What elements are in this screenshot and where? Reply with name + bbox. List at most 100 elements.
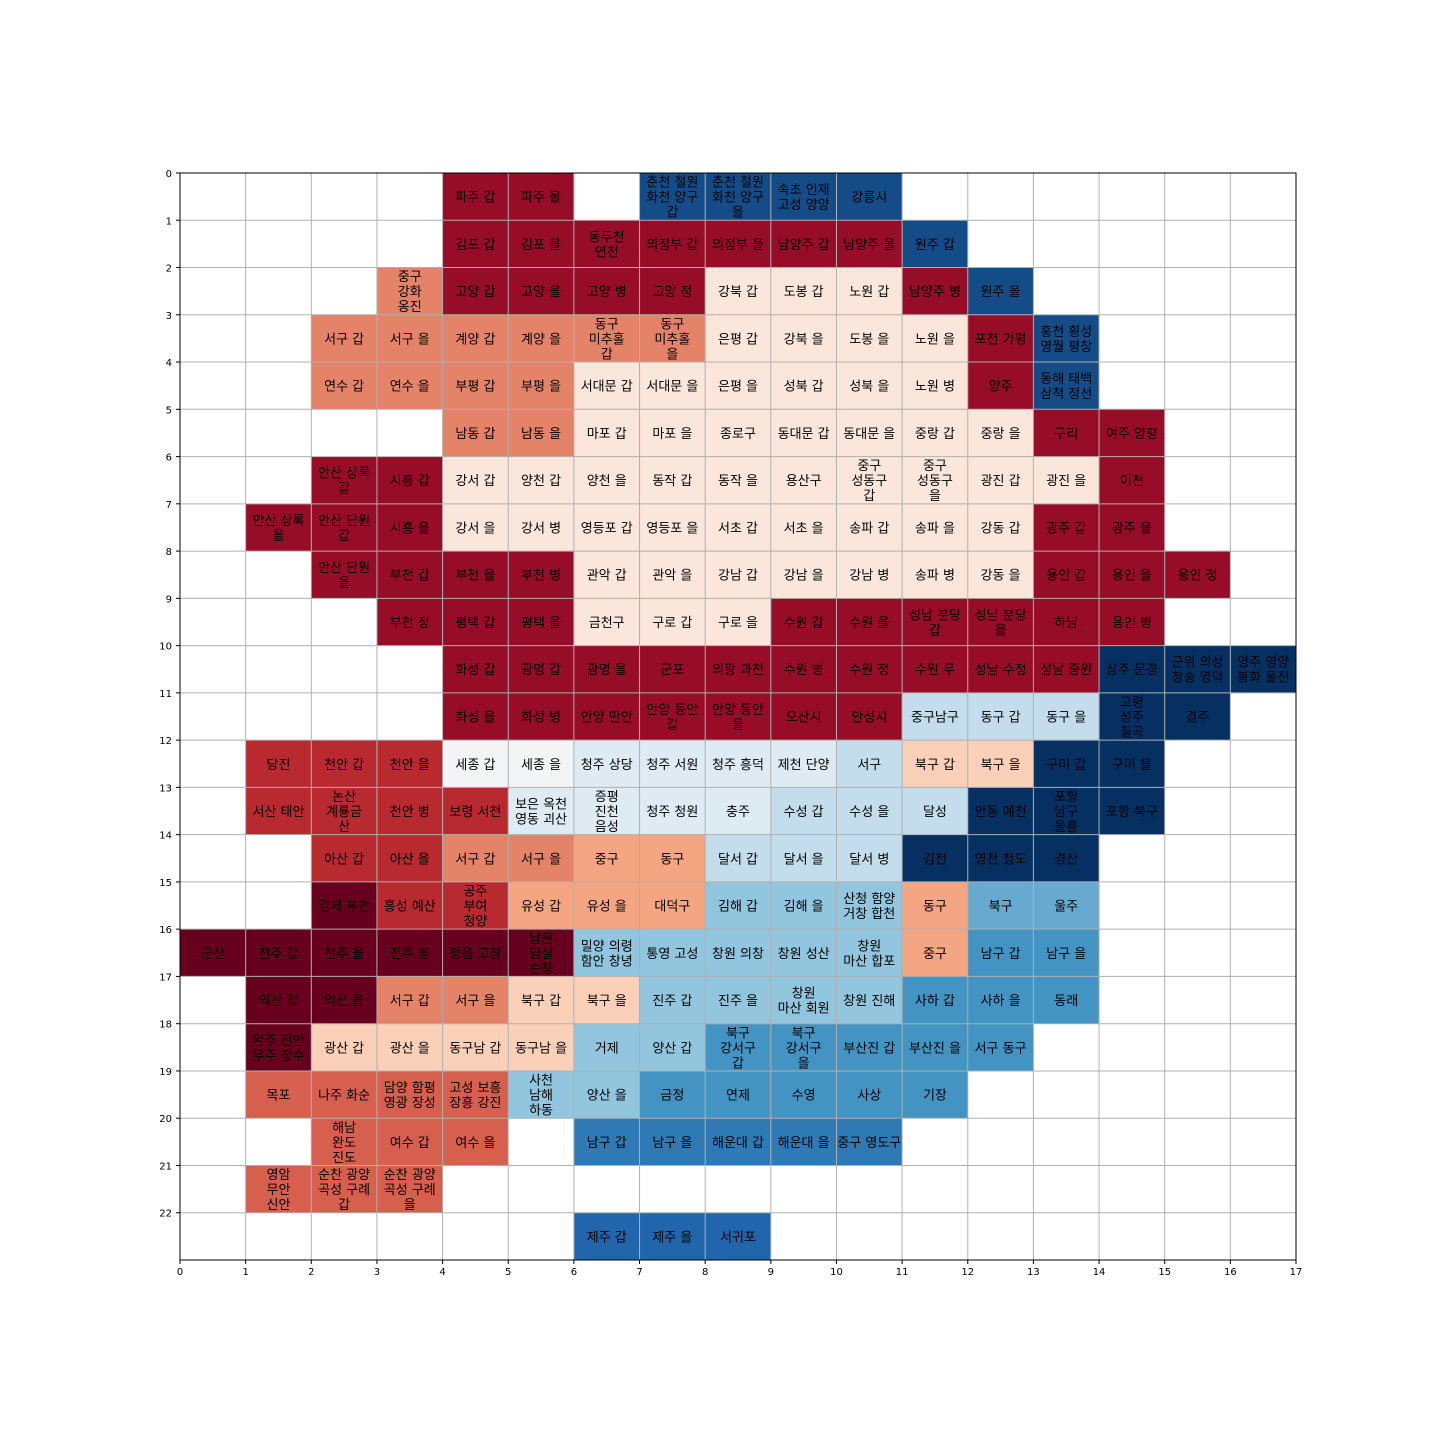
x-tick-label-13: 13 — [1027, 1267, 1040, 1278]
cell-label-17: 고양 병 — [587, 285, 627, 300]
cell-label-31: 강북 을 — [784, 332, 824, 347]
cell-label-127: 안양 만안 — [581, 711, 633, 726]
cell-label-64: 동작 갑 — [652, 474, 692, 489]
cell-label-60: 시흥 갑 — [390, 474, 430, 489]
cell-label-130: 오산시 — [786, 711, 822, 726]
cell-label-235: 연제 — [726, 1089, 750, 1104]
cell-label-39: 부평 을 — [521, 380, 561, 395]
cell-label-30: 은평 갑 — [718, 332, 758, 347]
cell-label-20: 도봉 갑 — [784, 285, 824, 300]
cell-label-250: 제주 갑 — [587, 1230, 627, 1245]
x-tick-label-5: 5 — [505, 1267, 511, 1278]
cell-label-188: 울주 — [1054, 900, 1078, 915]
cell-label-195: 밀양 의령 함안 창녕 — [581, 939, 633, 969]
cell-label-167: 서구 갑 — [455, 852, 495, 867]
cell-label-69: 광진 갑 — [981, 474, 1021, 489]
cell-label-47: 동해 태백 삼척 정선 — [1040, 372, 1092, 402]
y-tick-label-2: 2 — [166, 264, 172, 275]
cell-label-51: 마포 을 — [652, 427, 692, 442]
cell-label-139: 천안 을 — [390, 758, 430, 773]
cell-label-133: 동구 갑 — [981, 711, 1021, 726]
y-tick-label-8: 8 — [166, 547, 172, 558]
cell-label-70: 광진 을 — [1046, 474, 1086, 489]
cell-label-27: 계양 을 — [521, 332, 561, 347]
cell-label-153: 천안 병 — [390, 805, 430, 820]
cell-label-189: 군산 — [201, 947, 225, 962]
cell-label-209: 진주 갑 — [652, 994, 692, 1009]
cell-label-50: 마포 갑 — [587, 427, 627, 442]
y-tick-label-16: 16 — [159, 925, 172, 936]
cell-label-102: 평택 을 — [521, 616, 561, 631]
cell-label-140: 세종 갑 — [455, 758, 495, 773]
cell-label-145: 제천 단양 — [778, 758, 830, 773]
cell-label-178: 홍성 예산 — [384, 900, 436, 915]
cell-label-117: 수원 병 — [784, 663, 824, 678]
y-tick-label-12: 12 — [159, 736, 172, 747]
cell-label-210: 진주 을 — [718, 994, 758, 1009]
y-tick-label-13: 13 — [159, 783, 172, 794]
cell-label-97: 용인 갑 — [1046, 569, 1086, 584]
cell-label-226: 부산진 을 — [909, 1041, 961, 1056]
cell-label-238: 기장 — [923, 1089, 947, 1104]
cell-label-137: 당진 — [267, 758, 291, 773]
cell-label-6: 김포 갑 — [455, 238, 495, 253]
cell-label-207: 북구 갑 — [521, 994, 561, 1009]
cell-label-24: 서구 갑 — [324, 332, 364, 347]
cell-label-203: 익산 갑 — [258, 994, 298, 1009]
x-tick-label-16: 16 — [1224, 1267, 1237, 1278]
cell-label-53: 동대문 갑 — [778, 427, 830, 442]
x-tick-label-2: 2 — [308, 1267, 314, 1278]
x-tick-label-15: 15 — [1158, 1267, 1171, 1278]
cell-label-21: 노원 갑 — [849, 285, 889, 300]
cell-label-245: 해운대 을 — [778, 1136, 830, 1151]
cell-label-242: 남구 갑 — [587, 1136, 627, 1151]
cell-label-124: 영주 영양 봉화 울진 — [1237, 656, 1289, 686]
cell-label-252: 서귀포 — [720, 1230, 756, 1245]
cell-label-115: 군포 — [660, 663, 684, 678]
cell-label-90: 관악 갑 — [587, 569, 627, 584]
cell-label-184: 김해 을 — [784, 900, 824, 915]
cell-label-171: 달서 갑 — [718, 852, 758, 867]
cell-label-54: 동대문 을 — [843, 427, 895, 442]
cell-label-234: 금정 — [660, 1089, 684, 1104]
cell-label-38: 부평 갑 — [455, 380, 495, 395]
cell-label-183: 김해 갑 — [718, 900, 758, 915]
cell-label-113: 광명 갑 — [521, 663, 561, 678]
cell-label-143: 청주 서원 — [646, 758, 698, 773]
cell-label-80: 서초 을 — [784, 521, 824, 536]
cell-label-208: 북구 을 — [587, 994, 627, 1009]
cell-label-126: 화성 병 — [521, 711, 561, 726]
x-tick-label-3: 3 — [374, 1267, 380, 1278]
cell-label-172: 달서 을 — [784, 852, 824, 867]
cell-label-174: 김천 — [923, 852, 947, 867]
x-tick-label-7: 7 — [636, 1267, 642, 1278]
cell-label-34: 포천 가평 — [975, 332, 1027, 347]
cell-label-63: 양천 을 — [587, 474, 627, 489]
y-tick-label-18: 18 — [159, 1020, 172, 1031]
cell-label-236: 수영 — [792, 1089, 816, 1104]
cell-label-131: 안성시 — [851, 711, 887, 726]
cell-label-202: 남구 을 — [1046, 947, 1086, 962]
cell-label-94: 강남 병 — [849, 569, 889, 584]
cell-label-83: 강동 갑 — [981, 521, 1021, 536]
cell-label-156: 증평 진천 음성 — [595, 790, 619, 835]
cell-label-78: 영등포 을 — [646, 521, 698, 536]
cell-label-166: 아산 을 — [390, 852, 430, 867]
cell-label-244: 해운대 갑 — [712, 1136, 764, 1151]
cell-label-148: 북구 을 — [981, 758, 1021, 773]
cell-label-232: 사천 남해 하동 — [529, 1074, 553, 1119]
cell-label-162: 안동 예천 — [975, 805, 1027, 820]
cell-label-1: 파주 을 — [521, 191, 561, 206]
cell-label-135: 고령 성주 칠곡 — [1120, 696, 1144, 741]
cell-label-215: 동래 — [1054, 994, 1078, 1009]
cell-label-191: 전주 을 — [324, 947, 364, 962]
cell-label-222: 양산 갑 — [652, 1041, 692, 1056]
y-tick-label-11: 11 — [159, 689, 172, 700]
cell-label-160: 수성 을 — [849, 805, 889, 820]
y-tick-label-5: 5 — [166, 405, 172, 416]
cell-label-93: 강남 을 — [784, 569, 824, 584]
cell-label-48: 남동 갑 — [455, 427, 495, 442]
cell-label-233: 양산 을 — [587, 1089, 627, 1104]
cell-label-105: 구로 을 — [718, 616, 758, 631]
cell-label-13: 원주 갑 — [915, 238, 955, 253]
